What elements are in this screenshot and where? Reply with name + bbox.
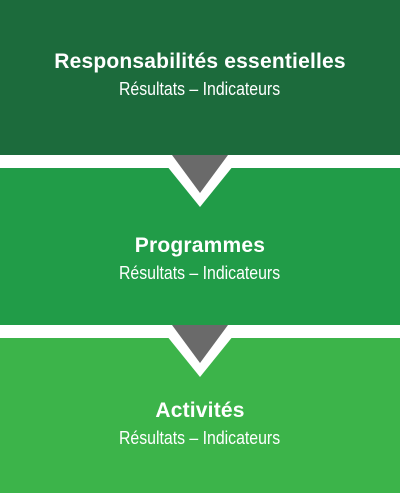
level-subtitle: Résultats – Indicateurs: [119, 428, 281, 448]
level-block-core-responsibilities: Responsabilités essentielles Résultats –…: [0, 0, 400, 155]
level-subtitle: Résultats – Indicateurs: [119, 79, 281, 99]
level-title: Programmes: [134, 234, 266, 257]
level-title: Responsabilités essentielles: [54, 50, 346, 73]
level-block-programs: Programmes Résultats – Indicateurs: [0, 168, 400, 325]
level-title: Activités: [155, 399, 245, 422]
level-block-activities: Activités Résultats – Indicateurs: [0, 338, 400, 493]
level-subtitle: Résultats – Indicateurs: [119, 263, 281, 283]
